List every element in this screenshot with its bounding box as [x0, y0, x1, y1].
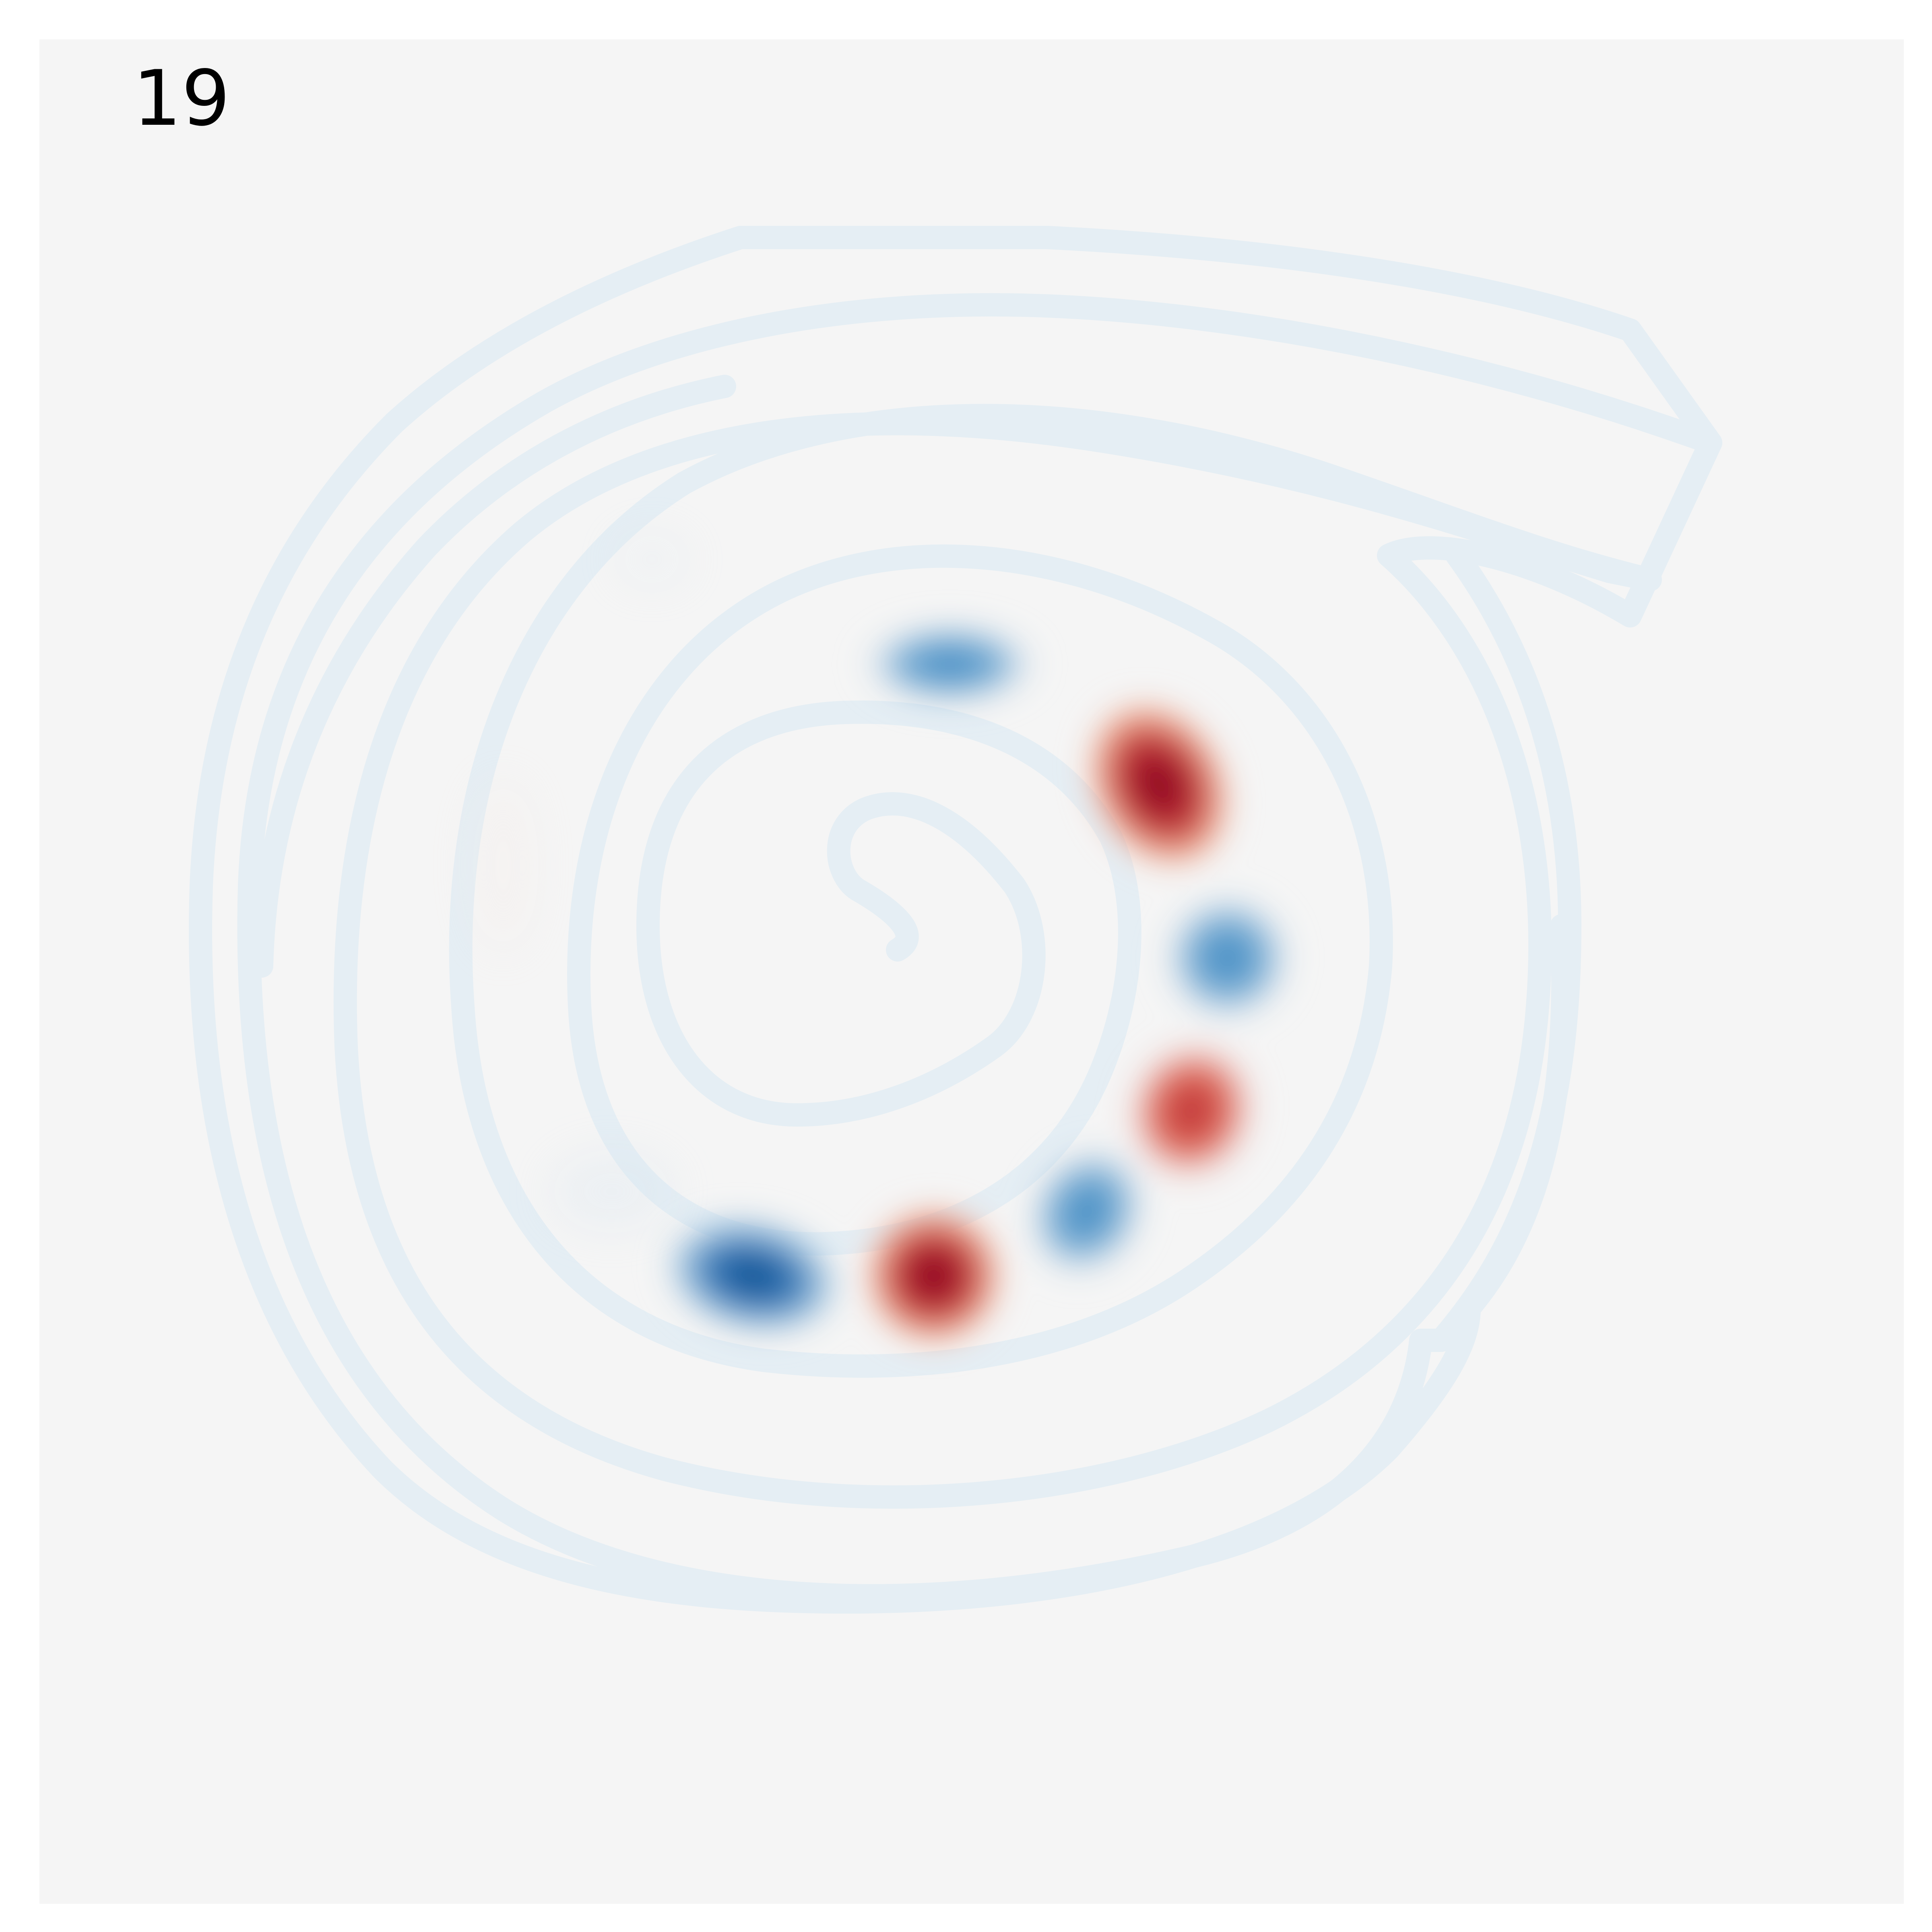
- lobe-negative-right: [1159, 890, 1296, 1026]
- lobe-negative-lower: [1023, 1142, 1151, 1281]
- wave-packet-faint-tail: [475, 535, 688, 1228]
- lobe-positive-lower-right: [1122, 1035, 1261, 1187]
- lobe-positive-upper-right: [1083, 696, 1235, 873]
- lobe-negative-bottom-left: [661, 1214, 844, 1338]
- wave-packet: [661, 620, 1296, 1348]
- lobe-positive-bottom: [861, 1203, 1006, 1348]
- frame-number-label: 19: [133, 54, 230, 143]
- spiral-channel: [189, 226, 1722, 1614]
- lobe-negative-top: [857, 620, 1042, 708]
